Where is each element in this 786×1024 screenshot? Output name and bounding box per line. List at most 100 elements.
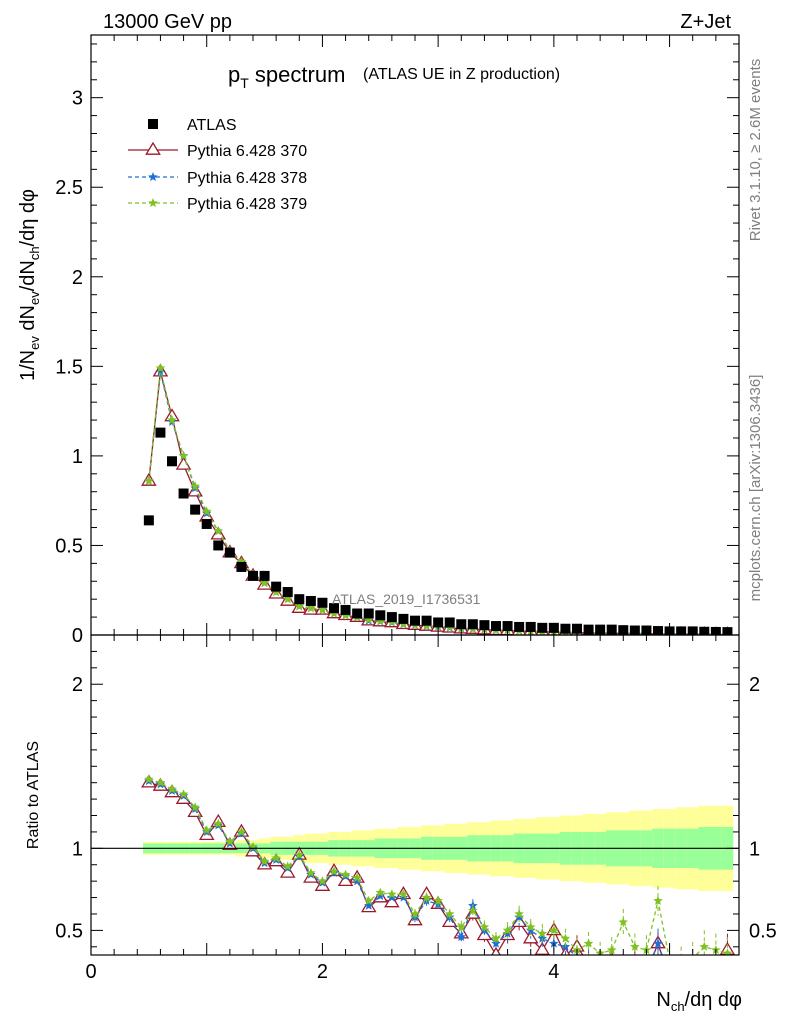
data-point <box>143 515 154 526</box>
ratio-point <box>364 900 374 910</box>
ratio-point <box>560 933 571 943</box>
ratio-point <box>375 890 385 900</box>
legend-label: Pythia 6.428 378 <box>187 170 307 187</box>
ratio-point <box>617 963 630 974</box>
y-tick-label-right: 0.5 <box>749 920 777 942</box>
ratio-point <box>279 864 296 878</box>
ratio-y-axis-label: Ratio to ATLAS <box>25 741 42 849</box>
ratio-point <box>491 938 501 948</box>
plot-title: pT spectrum <box>228 62 345 91</box>
y-tick-label: 1.5 <box>55 356 83 378</box>
ratio-point <box>723 975 733 984</box>
legend-marker <box>148 119 158 129</box>
legend-marker <box>148 172 158 181</box>
data-point <box>572 623 582 634</box>
data-point <box>363 608 374 619</box>
y-tick-label: 3 <box>72 88 83 110</box>
legend-entry: Pythia 6.428 378 <box>128 170 307 187</box>
y-tick-label: 2.5 <box>55 177 83 199</box>
ratio-point <box>722 948 733 955</box>
legend-label: Pythia 6.428 370 <box>187 143 307 160</box>
data-point <box>317 597 328 608</box>
ratio-point <box>537 928 547 938</box>
ratio-point <box>663 973 676 984</box>
data-point <box>155 427 166 438</box>
data-point <box>386 612 397 623</box>
data-point <box>398 613 409 624</box>
ratio-point <box>676 975 686 984</box>
header-energy-label: 13000 GeV pp <box>103 11 232 33</box>
data-point <box>155 366 166 376</box>
ratio-point <box>352 876 362 886</box>
data-point <box>421 615 432 626</box>
rivet-label: Rivet 3.1.10, ≥ 2.6M events <box>747 59 764 242</box>
data-point <box>699 626 710 635</box>
data-point <box>456 619 467 630</box>
legend-entry: Pythia 6.428 379 <box>128 196 307 213</box>
data-point <box>294 594 305 605</box>
data-point <box>479 620 490 631</box>
legend-marker <box>145 141 161 155</box>
data-point <box>202 506 212 516</box>
ratio-point <box>433 895 443 905</box>
ratio-point <box>594 960 607 971</box>
ratio-point <box>178 789 189 799</box>
ratio-point <box>653 938 663 948</box>
axes: 00.511.522.530.5 0.51 12 20 2 4 <box>55 35 777 983</box>
ratio-point <box>213 818 223 828</box>
ratio-point <box>340 869 351 879</box>
ratio-point <box>502 928 513 938</box>
ratio-point <box>410 909 420 918</box>
ratio-point <box>640 966 653 977</box>
legend-label: Pythia 6.428 379 <box>187 196 307 213</box>
ratio-point <box>364 895 374 905</box>
ratio-point <box>607 958 617 967</box>
ratio-point <box>384 894 400 908</box>
title-rest: spectrum <box>249 62 346 87</box>
plot-subtitle: (ATLAS UE in Z production) <box>363 66 560 83</box>
data-point <box>190 481 200 491</box>
ratio-point <box>686 969 699 980</box>
ratio-point <box>526 925 536 935</box>
ratio-point <box>317 876 328 886</box>
data-point <box>306 603 316 613</box>
data-point <box>491 621 501 632</box>
data-point <box>282 587 293 598</box>
ratio-point <box>634 954 635 955</box>
ratio-point <box>619 968 629 977</box>
ratio-point <box>514 912 524 922</box>
ratio-point <box>387 892 397 902</box>
y-tick-label: 0 <box>72 625 83 647</box>
x-axis-label: Nch/dη dφ <box>656 989 742 1014</box>
ratio-point <box>398 892 409 902</box>
y-tick-label-right: 2 <box>749 674 760 696</box>
data-point <box>305 595 316 606</box>
y-tick-label: 0.5 <box>55 920 83 942</box>
x-tick-label: 0 <box>85 961 96 983</box>
ratio-point <box>271 853 281 863</box>
data-point <box>410 615 420 626</box>
legend-marker <box>148 198 158 207</box>
ratio-point <box>306 867 316 877</box>
ratio-point <box>709 974 722 985</box>
ratio-point <box>167 784 177 794</box>
ratio-point <box>456 931 466 941</box>
ratio-point <box>676 958 686 967</box>
ratio-point <box>202 825 212 835</box>
data-point <box>722 627 733 635</box>
data-point <box>560 623 571 634</box>
x-tick-label: 2 <box>317 961 328 983</box>
data-point <box>537 622 548 633</box>
data-point <box>175 456 192 470</box>
ratio-point <box>698 973 711 984</box>
ratio-point <box>618 917 628 927</box>
ratio-point <box>248 841 258 851</box>
data-point <box>629 625 640 635</box>
ratio-point <box>588 954 589 955</box>
y-tick-label: 0.5 <box>55 535 83 557</box>
title-subscript: T <box>240 75 249 91</box>
ratio-point <box>665 971 675 980</box>
data-point <box>213 526 223 536</box>
y-tick-label-right: 1 <box>749 838 760 860</box>
